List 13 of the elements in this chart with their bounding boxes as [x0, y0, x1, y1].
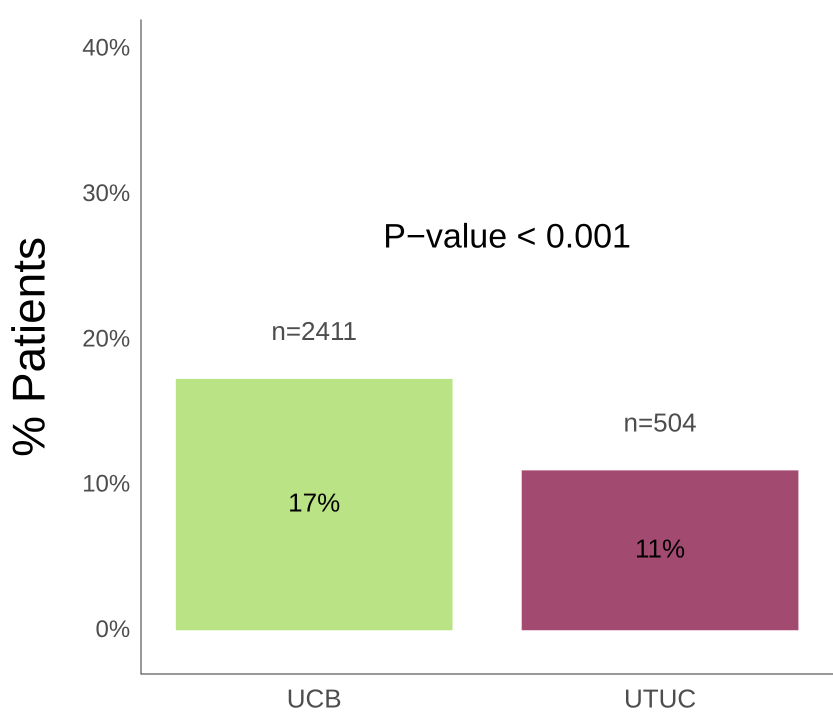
y-tick-label: 0%	[96, 616, 130, 643]
data-label: 11%	[635, 533, 686, 564]
y-tick-label: 30%	[82, 180, 130, 207]
data-label: 17%	[288, 488, 340, 518]
annotation: n=2411	[271, 316, 357, 346]
annotation: P−value < 0.001	[383, 217, 631, 256]
y-tick-label: 20%	[82, 325, 130, 352]
x-tick-label: UTUC	[624, 684, 696, 714]
y-axis-title: % Patients	[2, 236, 54, 457]
y-tick-label: 10%	[82, 470, 130, 498]
annotation: n=504	[624, 408, 697, 438]
x-tick-label: UCB	[286, 684, 342, 714]
y-tick-label: 40%	[82, 34, 130, 62]
